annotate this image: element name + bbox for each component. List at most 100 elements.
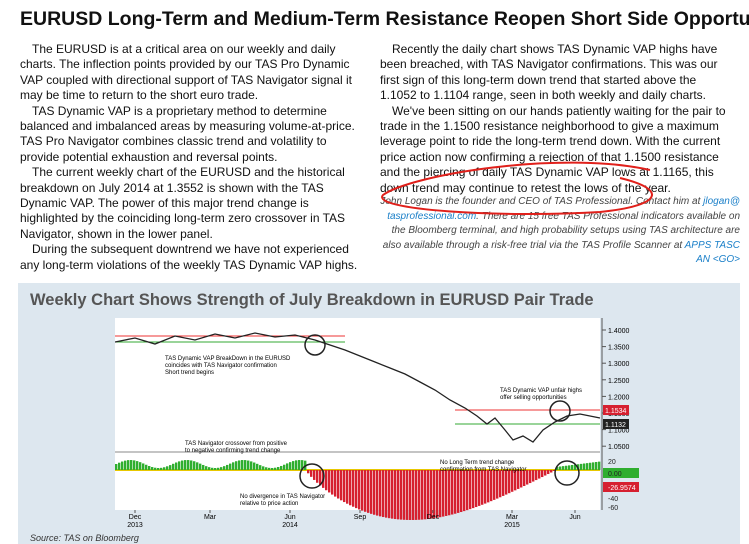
- histogram-bar: [418, 470, 421, 520]
- histogram-bar: [529, 470, 532, 484]
- histogram-bar: [373, 470, 376, 515]
- histogram-bar: [388, 470, 391, 519]
- chart-image: 1.40001.35001.30001.25001.20001.15001.10…: [115, 318, 639, 528]
- indicator-tick-label: -40: [608, 496, 618, 503]
- histogram-bar: [442, 470, 445, 517]
- histogram-bar: [397, 470, 400, 520]
- histogram-bar: [355, 470, 358, 509]
- indicator-tick-label: 0.00: [608, 471, 622, 478]
- histogram-bar: [550, 470, 553, 473]
- histogram-bar: [208, 467, 211, 470]
- histogram-bar: [406, 470, 409, 520]
- histogram-bar: [307, 470, 310, 474]
- histogram-bar: [220, 467, 223, 470]
- histogram-bar: [313, 470, 316, 480]
- red-ellipse: [381, 161, 653, 215]
- price-tick-label: 1.2000: [608, 394, 630, 401]
- histogram-bar: [487, 470, 490, 503]
- annotation: No Long Term trend change: [440, 460, 515, 466]
- paragraph: The current weekly chart of the EURUSD a…: [20, 165, 346, 241]
- histogram-bar: [205, 466, 208, 470]
- histogram-bar: [253, 462, 256, 470]
- histogram-bar: [568, 465, 571, 470]
- histogram-bar: [484, 470, 487, 504]
- histogram-bar: [463, 470, 466, 512]
- indicator-tick-label: 20: [608, 459, 616, 466]
- histogram-bar: [154, 467, 157, 470]
- histogram-bar: [223, 466, 226, 470]
- histogram-bar: [268, 467, 271, 470]
- histogram-bar: [250, 461, 253, 470]
- histogram-bar: [331, 470, 334, 495]
- histogram-bar: [340, 470, 343, 501]
- tascan-link[interactable]: APPS TASCAN <GO>: [684, 239, 740, 266]
- annotation: No divergence in TAS Navigator: [240, 494, 325, 500]
- histogram-bar: [295, 460, 298, 470]
- histogram-bar: [148, 466, 151, 470]
- histogram-bar: [292, 461, 295, 470]
- price-tick-label: 1.4000: [608, 328, 630, 335]
- x-tick-label: Sep: [354, 514, 367, 521]
- histogram-bar: [316, 470, 319, 483]
- histogram-bar: [370, 470, 373, 514]
- histogram-bar: [169, 465, 172, 470]
- histogram-bar: [382, 470, 385, 518]
- histogram-bar: [556, 466, 559, 470]
- histogram-bar: [454, 470, 457, 514]
- histogram-bar: [472, 470, 475, 509]
- left-column: The EURUSD is at a critical area on our …: [20, 42, 362, 273]
- histogram-bar: [595, 462, 598, 470]
- annotation: offer selling opportunities: [500, 395, 567, 401]
- histogram-bar: [214, 467, 217, 470]
- histogram-bar: [166, 466, 169, 470]
- histogram-bar: [226, 464, 229, 470]
- histogram-bar: [352, 470, 355, 507]
- paragraph: We've been sitting on our hands patientl…: [380, 103, 726, 195]
- author-note: John Logan is the founder and CEO of TAS…: [380, 195, 740, 268]
- histogram-bar: [598, 461, 601, 470]
- annotation: confirmation from TAS Navigator: [440, 467, 526, 473]
- histogram-bar: [424, 470, 427, 520]
- histogram-bar: [229, 463, 232, 470]
- histogram-bar: [202, 464, 205, 470]
- histogram-bar: [133, 460, 136, 470]
- annotation: TAS Dynamic VAP BreakDown in the EURUSD: [165, 356, 291, 362]
- histogram-bar: [337, 470, 340, 499]
- histogram-bar: [526, 470, 529, 485]
- histogram-bar: [310, 470, 313, 477]
- histogram-bar: [121, 461, 124, 470]
- email-link[interactable]: jlogan@tasprofessional.com: [387, 196, 740, 222]
- x-tick-label: Jun: [284, 514, 295, 521]
- histogram-bar: [244, 460, 247, 470]
- indicator-tick-label: -60: [608, 505, 618, 512]
- histogram-bar: [571, 465, 574, 470]
- histogram-bar: [451, 470, 454, 515]
- histogram-bar: [403, 470, 406, 520]
- histogram-bar: [199, 463, 202, 470]
- histogram-bar: [379, 470, 382, 517]
- histogram-bar: [412, 470, 415, 520]
- histogram-bar: [574, 464, 577, 470]
- figure: Weekly Chart Shows Strength of July Brea…: [18, 283, 740, 544]
- histogram-bar: [541, 470, 544, 478]
- histogram-bar: [178, 461, 181, 470]
- circle: [304, 334, 326, 356]
- histogram-bar: [343, 470, 346, 503]
- histogram-bar: [325, 470, 328, 491]
- circles: [299, 334, 580, 489]
- price-badge-label: 1.1132: [605, 422, 626, 429]
- histogram-bar: [559, 466, 562, 470]
- histogram-bar: [466, 470, 469, 511]
- histogram-bar: [586, 463, 589, 470]
- histogram-bar: [301, 460, 304, 470]
- histogram-bar: [400, 470, 403, 520]
- histogram-bar: [145, 464, 148, 470]
- price-line: [115, 332, 601, 443]
- indicator-badge: [603, 468, 639, 478]
- paragraph: During the subsequent downtrend we have …: [20, 242, 358, 272]
- annotation: Short trend begins: [165, 370, 214, 376]
- histogram-bar: [349, 470, 352, 506]
- histogram-bar: [286, 463, 289, 470]
- histogram-bar: [151, 467, 154, 470]
